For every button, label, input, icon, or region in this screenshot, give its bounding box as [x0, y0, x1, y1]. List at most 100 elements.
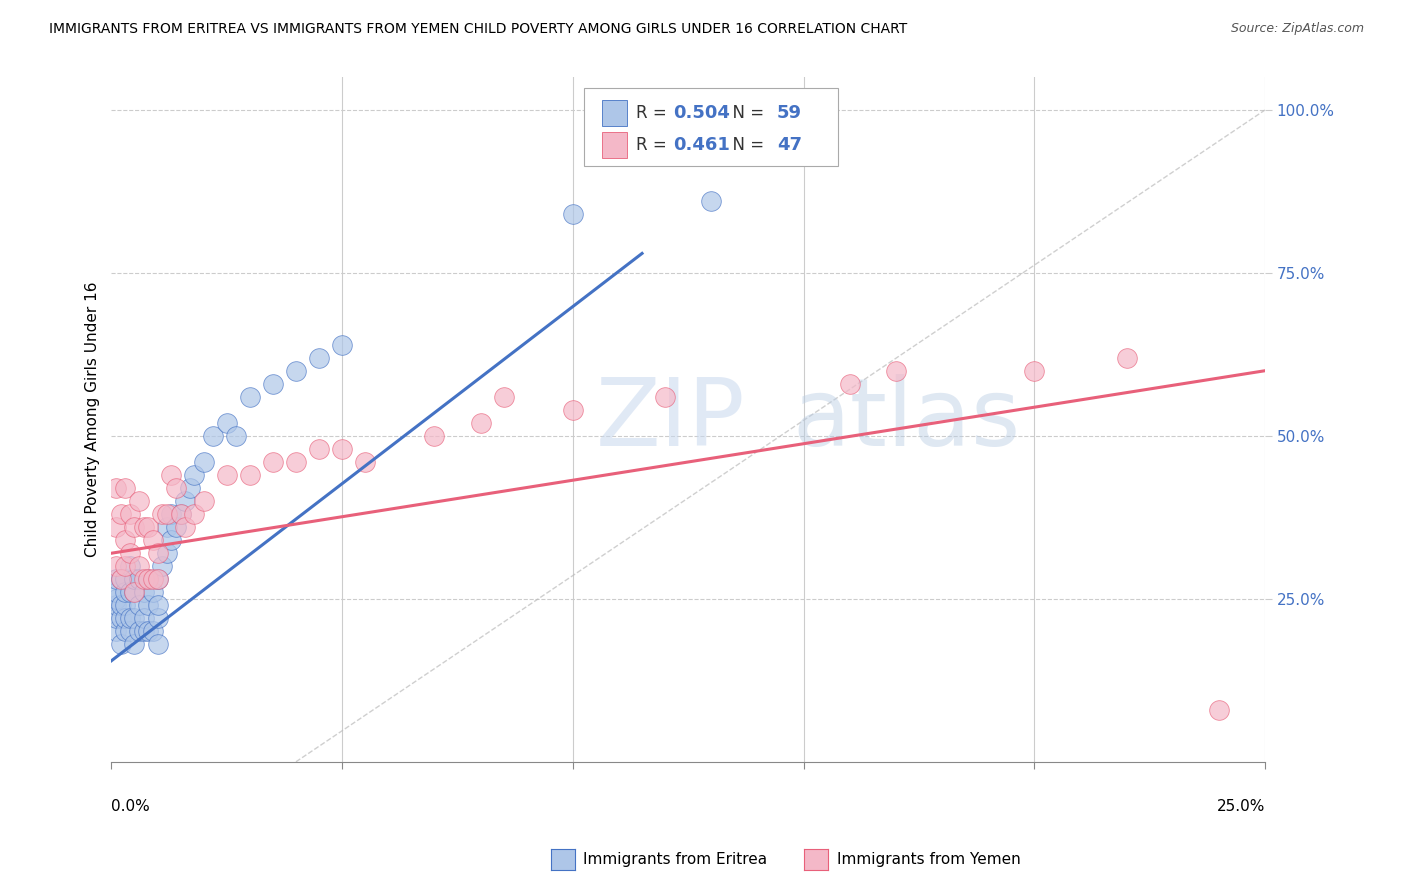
Point — [132, 624, 155, 639]
Point — [124, 520, 146, 534]
Point — [114, 572, 136, 586]
Point — [142, 585, 165, 599]
Point — [160, 468, 183, 483]
Point — [142, 533, 165, 548]
Point — [193, 494, 215, 508]
Point — [118, 624, 141, 639]
Text: 0.0%: 0.0% — [111, 799, 150, 814]
Point — [105, 520, 128, 534]
Point — [114, 611, 136, 625]
Point — [183, 507, 205, 521]
Point — [239, 390, 262, 404]
Point — [308, 351, 330, 365]
Point — [1208, 703, 1230, 717]
FancyBboxPatch shape — [602, 132, 627, 158]
Point — [262, 376, 284, 391]
Point — [118, 611, 141, 625]
Point — [308, 442, 330, 456]
Point — [838, 376, 860, 391]
Point — [132, 611, 155, 625]
Text: Immigrants from Yemen: Immigrants from Yemen — [837, 853, 1021, 867]
Point — [118, 507, 141, 521]
Point — [132, 520, 155, 534]
Point — [124, 611, 146, 625]
Point — [262, 455, 284, 469]
Text: 0.461: 0.461 — [673, 136, 730, 154]
Point — [136, 624, 159, 639]
Point — [114, 599, 136, 613]
Text: 47: 47 — [778, 136, 801, 154]
Point — [110, 572, 132, 586]
Point — [128, 599, 150, 613]
Point — [330, 442, 353, 456]
Point — [654, 390, 676, 404]
Point — [179, 481, 201, 495]
Text: ZIP: ZIP — [596, 374, 745, 466]
FancyBboxPatch shape — [585, 87, 838, 167]
Point — [132, 572, 155, 586]
Point — [146, 599, 169, 613]
Y-axis label: Child Poverty Among Girls Under 16: Child Poverty Among Girls Under 16 — [86, 282, 100, 558]
Point — [160, 507, 183, 521]
Point — [165, 481, 187, 495]
Point — [105, 559, 128, 574]
Text: N =: N = — [721, 103, 769, 121]
Point — [146, 546, 169, 560]
Point — [124, 585, 146, 599]
Point — [354, 455, 377, 469]
Point — [225, 429, 247, 443]
Point — [124, 585, 146, 599]
Point — [156, 546, 179, 560]
Point — [150, 559, 173, 574]
Point — [884, 364, 907, 378]
Point — [110, 611, 132, 625]
Point — [215, 468, 238, 483]
Point — [285, 364, 308, 378]
Point — [183, 468, 205, 483]
Point — [492, 390, 515, 404]
Point — [169, 507, 191, 521]
Point — [146, 637, 169, 651]
Point — [561, 402, 583, 417]
Point — [146, 572, 169, 586]
Point — [136, 599, 159, 613]
Point — [136, 572, 159, 586]
Point — [105, 591, 128, 606]
Text: Immigrants from Eritrea: Immigrants from Eritrea — [583, 853, 768, 867]
Point — [239, 468, 262, 483]
Point — [330, 337, 353, 351]
Point — [128, 624, 150, 639]
Point — [124, 572, 146, 586]
Point — [174, 520, 197, 534]
Text: 59: 59 — [778, 103, 801, 121]
Point — [215, 416, 238, 430]
Point — [114, 559, 136, 574]
Text: R =: R = — [637, 103, 672, 121]
Point — [470, 416, 492, 430]
Point — [128, 494, 150, 508]
Point — [114, 481, 136, 495]
Point — [1115, 351, 1137, 365]
Point — [110, 599, 132, 613]
Point — [136, 520, 159, 534]
Point — [105, 611, 128, 625]
Point — [105, 481, 128, 495]
Text: R =: R = — [637, 136, 678, 154]
Point — [136, 572, 159, 586]
Text: 25.0%: 25.0% — [1216, 799, 1265, 814]
Point — [142, 572, 165, 586]
Point — [142, 624, 165, 639]
Text: 0.504: 0.504 — [673, 103, 730, 121]
Point — [128, 572, 150, 586]
Point — [150, 507, 173, 521]
Point — [110, 637, 132, 651]
Point — [700, 194, 723, 209]
Text: IMMIGRANTS FROM ERITREA VS IMMIGRANTS FROM YEMEN CHILD POVERTY AMONG GIRLS UNDER: IMMIGRANTS FROM ERITREA VS IMMIGRANTS FR… — [49, 22, 907, 37]
Point — [561, 207, 583, 221]
Point — [423, 429, 446, 443]
Point — [118, 585, 141, 599]
Point — [169, 507, 191, 521]
Point — [110, 572, 132, 586]
Point — [146, 611, 169, 625]
Point — [1024, 364, 1046, 378]
